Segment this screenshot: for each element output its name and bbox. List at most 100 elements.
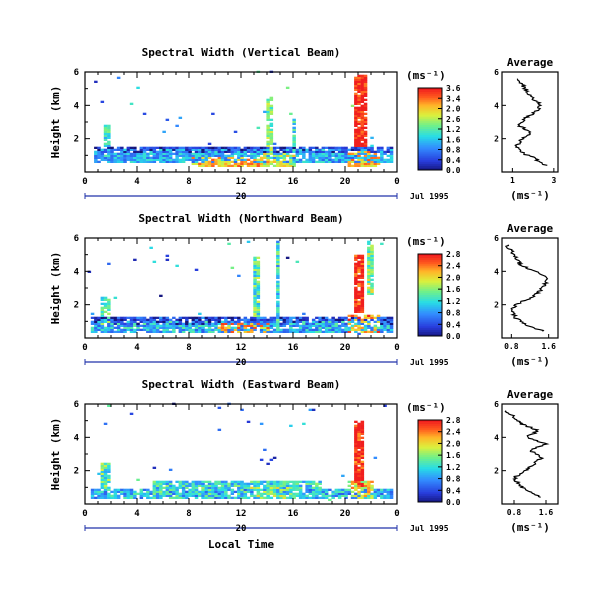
heatmap-cell	[107, 158, 111, 161]
heatmap-cell	[354, 484, 358, 487]
heatmap-cell	[367, 148, 371, 151]
heatmap-cell	[389, 492, 394, 495]
heatmap-cell	[357, 102, 361, 105]
heatmap-cell	[272, 330, 277, 333]
heatmap-cell	[354, 290, 358, 293]
colorbar-segment	[418, 303, 442, 306]
heatmap-cell	[188, 484, 192, 487]
heatmap-cell	[357, 96, 361, 99]
heatmap-cell	[354, 160, 358, 163]
heatmap-cell	[272, 490, 277, 493]
heatmap-cell	[155, 490, 160, 493]
heatmap-cell	[373, 150, 378, 153]
heatmap-cell	[253, 162, 257, 165]
heatmap-cell	[107, 142, 111, 145]
heatmap-cell	[194, 494, 199, 497]
heatmap-cell	[282, 480, 287, 483]
heatmap-cell	[308, 482, 313, 485]
heatmap-cell	[360, 148, 365, 151]
heatmap-cell	[224, 320, 228, 323]
heatmap-cell	[220, 316, 225, 319]
heatmap-cell	[354, 308, 358, 311]
heatmap-cell	[159, 146, 163, 149]
heatmap-cell	[100, 314, 105, 317]
heatmap-cell	[269, 104, 274, 107]
heatmap-cell	[360, 268, 365, 271]
heatmap-cell	[357, 154, 361, 157]
profile-x-tick-label: 3	[551, 176, 556, 185]
heatmap-cell	[363, 482, 368, 485]
heatmap-cell	[90, 496, 95, 499]
heatmap-cell	[337, 158, 342, 161]
y-axis-label: Height (km)	[49, 252, 62, 325]
heatmap-cell	[256, 302, 261, 305]
heatmap-cell	[165, 326, 170, 329]
heatmap-cell	[350, 314, 355, 317]
heatmap-cell	[266, 156, 270, 159]
heatmap-cell	[250, 160, 254, 163]
heatmap-cell	[324, 330, 329, 333]
heatmap-cell	[357, 126, 361, 129]
heatmap-cell	[373, 156, 378, 159]
heatmap-cell	[123, 158, 127, 161]
heatmap-cell	[201, 326, 205, 329]
heatmap-cell	[230, 326, 235, 329]
heatmap-cell	[269, 140, 274, 143]
heatmap-cell	[354, 470, 358, 473]
heatmap-cell	[370, 316, 374, 319]
heatmap-cell	[146, 490, 150, 493]
heatmap-cell	[259, 494, 264, 497]
heatmap-cell	[363, 164, 368, 167]
heatmap-cell	[311, 330, 316, 333]
heatmap-cell	[266, 108, 270, 111]
heatmap-cell	[194, 326, 199, 329]
heatmap-cell	[318, 154, 322, 157]
heatmap-cell	[107, 488, 111, 491]
heatmap-cell	[243, 328, 248, 331]
heatmap-cell	[211, 154, 215, 157]
heatmap-cell	[321, 324, 326, 327]
heatmap-cell	[214, 326, 218, 329]
heatmap-cell	[269, 324, 274, 327]
heatmap-cell	[357, 84, 361, 87]
heatmap-cell	[285, 490, 290, 493]
heatmap-cell	[328, 318, 332, 321]
colorbar-segment	[418, 116, 442, 120]
heatmap-cell	[308, 330, 313, 333]
heatmap-cell	[185, 484, 189, 487]
heatmap-cell	[259, 330, 264, 333]
heatmap-cell	[354, 92, 358, 95]
heatmap-cell	[367, 254, 371, 257]
colorbar-segment	[418, 331, 442, 335]
heatmap-cell	[367, 160, 371, 163]
heatmap-cell	[168, 160, 173, 163]
heatmap-cell	[211, 160, 215, 163]
heatmap-cell	[337, 326, 342, 329]
heatmap-cell	[188, 324, 192, 327]
heatmap-cell	[259, 488, 264, 491]
heatmap-cell	[116, 490, 121, 493]
heatmap-cell	[328, 156, 332, 159]
heatmap-cell	[175, 148, 179, 151]
heatmap-cells	[90, 402, 394, 501]
heatmap-cell	[331, 154, 335, 157]
heatmap-cell	[146, 154, 150, 157]
heatmap-cell	[363, 488, 368, 491]
heatmap-cell	[360, 480, 365, 483]
colorbar-segment	[418, 475, 442, 478]
heatmap-cell	[354, 86, 358, 89]
heatmap-cell	[347, 162, 352, 165]
heatmap-cell	[341, 316, 345, 319]
heatmap-cell	[188, 482, 192, 485]
heatmap-cell	[129, 330, 134, 333]
heatmap-cell	[302, 322, 306, 325]
heatmap-cell	[360, 164, 365, 167]
heatmap-cell	[292, 120, 296, 123]
heatmap-cell	[233, 158, 238, 161]
heatmap-cell	[136, 318, 140, 321]
heatmap-cell	[380, 160, 384, 163]
heatmap-cell	[357, 452, 361, 455]
heatmap-cell	[230, 154, 235, 157]
heatmap-cell	[341, 154, 345, 157]
heatmap-cell	[107, 486, 111, 489]
